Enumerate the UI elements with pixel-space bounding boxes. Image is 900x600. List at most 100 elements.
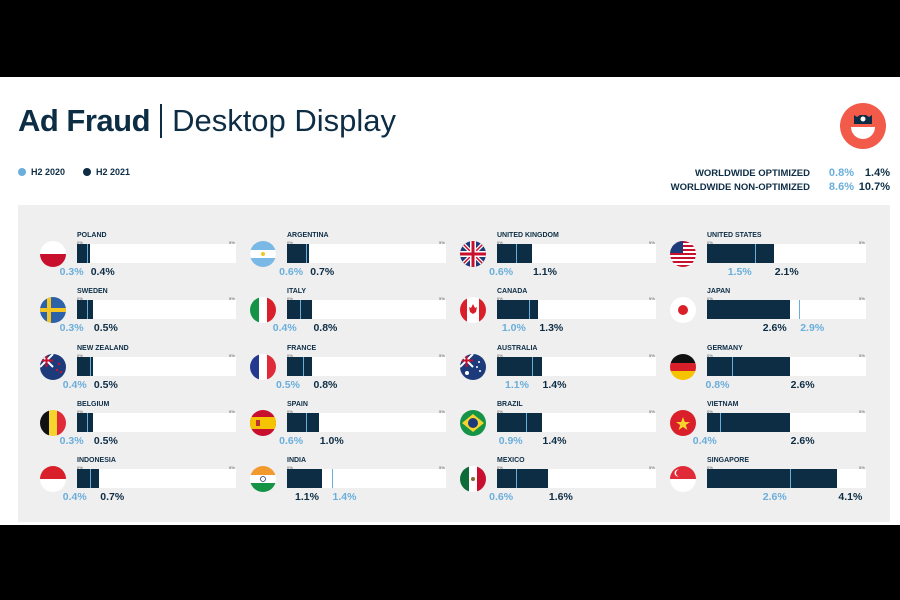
bar-h2021 <box>77 244 90 263</box>
marker-h2020 <box>299 300 301 320</box>
value-h2021: 0.8% <box>313 322 338 335</box>
bar-h2021 <box>77 469 100 489</box>
summary-h2021: 1.4% <box>864 167 890 179</box>
marker-h2020 <box>732 356 734 376</box>
bar-track <box>707 469 866 489</box>
axis-min-label: 0% <box>287 240 293 245</box>
flag-be-icon <box>40 409 66 436</box>
country-name: GERMANY <box>707 344 743 352</box>
value-h2021: 0.7% <box>100 491 125 504</box>
bar-track <box>77 244 236 263</box>
axis-max-label: 5% <box>859 408 865 414</box>
country-br: BRAZIL 0% 5% 0.9% 1.4% <box>438 400 656 457</box>
axis-min-label: 0% <box>707 352 713 358</box>
country-name: BELGIUM <box>77 400 110 408</box>
legend-dot-h2020 <box>18 168 26 176</box>
axis-max-label: 5% <box>439 240 445 245</box>
bar-h2021 <box>287 356 313 376</box>
axis-max-label: 5% <box>229 296 235 302</box>
flag-fr-icon <box>250 353 276 380</box>
flag-vn-icon <box>670 409 696 436</box>
value-h2021: 1.4% <box>542 378 567 391</box>
legend-label: H2 2021 <box>96 167 131 177</box>
country-name: UNITED KINGDOM <box>497 232 559 239</box>
bar-h2021 <box>707 412 790 432</box>
marker-h2020 <box>306 412 308 432</box>
axis-max-label: 5% <box>439 408 445 414</box>
summary-h2020: 0.8% <box>828 167 854 179</box>
axis-max-label: 5% <box>439 465 445 471</box>
bar-track <box>287 356 446 376</box>
value-h2020: 2.9% <box>800 322 825 335</box>
country-de: GERMANY 0% 5% 0.8% 2.6% <box>648 344 866 401</box>
country-sg: SINGAPORE 0% 5% 2.6% 4.1% <box>648 457 866 513</box>
flag-in-icon <box>250 466 276 493</box>
axis-max-label: 5% <box>649 465 655 471</box>
axis-max-label: 5% <box>439 296 445 302</box>
country-name: UNITED STATES <box>707 232 762 239</box>
country-es: SPAIN 0% 5% 0.6% 1.0% <box>228 401 446 457</box>
legend-dot-h2021 <box>83 168 92 176</box>
bar-h2021 <box>497 469 548 489</box>
bar-track <box>707 412 866 432</box>
bar-h2021 <box>497 244 532 263</box>
value-h2021: 2.6% <box>790 378 815 391</box>
country-mx: MEXICO 0% 5% 0.6% 1.6% <box>438 457 656 513</box>
bar-track <box>497 356 656 376</box>
axis-max-label: 5% <box>649 296 655 302</box>
value-h2020: 0.4% <box>272 322 297 335</box>
value-h2021: 0.4% <box>90 266 115 278</box>
bar-h2021 <box>497 412 542 432</box>
value-h2020: 0.6% <box>489 491 514 504</box>
flag-au-icon <box>460 353 486 380</box>
axis-max-label: 5% <box>229 352 235 358</box>
country-ar: ARGENTINA 0% 5% 0.6% 0.7% <box>228 232 446 288</box>
value-h2021: 1.4% <box>542 434 567 447</box>
value-h2021: 1.3% <box>539 322 564 335</box>
axis-min-label: 0% <box>287 352 293 358</box>
country-it: ITALY 0% 5% 0.4% 0.8% <box>228 288 446 344</box>
axis-min-label: 0% <box>287 408 293 414</box>
bar-h2021 <box>707 244 774 263</box>
country-name: SWEDEN <box>77 288 108 296</box>
axis-min-label: 0% <box>77 465 83 471</box>
country-jp: JAPAN 0% 5% 2.9% 2.6% <box>648 288 866 344</box>
logo-icon <box>840 103 886 149</box>
flag-ar-icon <box>250 241 276 267</box>
axis-min-label: 0% <box>77 296 83 302</box>
axis-min-label: 0% <box>497 240 503 245</box>
marker-h2020 <box>789 469 791 489</box>
bar-track <box>77 300 236 320</box>
value-h2020: 1.5% <box>727 266 752 278</box>
country-us: UNITED STATES 0% 5% 1.5% 2.1% <box>648 232 866 288</box>
value-h2021: 1.0% <box>319 434 344 447</box>
value-h2020: 0.5% <box>275 378 300 391</box>
bar-track <box>707 356 866 376</box>
value-h2021: 2.1% <box>774 266 799 278</box>
country-fr: FRANCE 0% 5% 0.5% 0.8% <box>228 344 446 401</box>
value-h2021: 1.6% <box>548 491 573 504</box>
flag-se-icon <box>40 297 66 324</box>
legend: H2 2020 H2 2021 <box>18 167 130 177</box>
title-bold: Ad Fraud <box>18 103 151 138</box>
bar-track <box>497 412 656 432</box>
flag-pl-icon <box>40 241 66 267</box>
axis-max-label: 5% <box>859 296 865 302</box>
axis-max-label: 5% <box>229 240 235 245</box>
marker-h2020 <box>86 244 88 263</box>
country-name: FRANCE <box>287 344 317 352</box>
country-name: NEW ZEALAND <box>77 344 129 352</box>
worldwide-optimized: WORLDWIDE OPTIMIZED 0.8% 1.4% <box>671 166 890 180</box>
value-h2020: 1.0% <box>501 322 526 335</box>
country-name: BRAZIL <box>497 400 523 408</box>
bar-track <box>77 356 236 376</box>
value-h2021: 1.1% <box>295 491 319 504</box>
country-nz: NEW ZEALAND 0% 5% 0.4% 0.5% <box>18 344 236 401</box>
legend-label: H2 2020 <box>31 167 66 177</box>
marker-h2020 <box>531 356 533 376</box>
bar-h2021 <box>77 356 93 376</box>
title-light: Desktop Display <box>172 103 397 138</box>
country-grid: POLAND 0% 5% 0.3% 0.4% SWEDEN 0% 5% 0.3% 0.5% NEW … <box>18 205 890 522</box>
country-id: INDONESIA 0% 5% 0.4% 0.7% <box>18 457 236 513</box>
bar-h2021 <box>707 356 790 376</box>
